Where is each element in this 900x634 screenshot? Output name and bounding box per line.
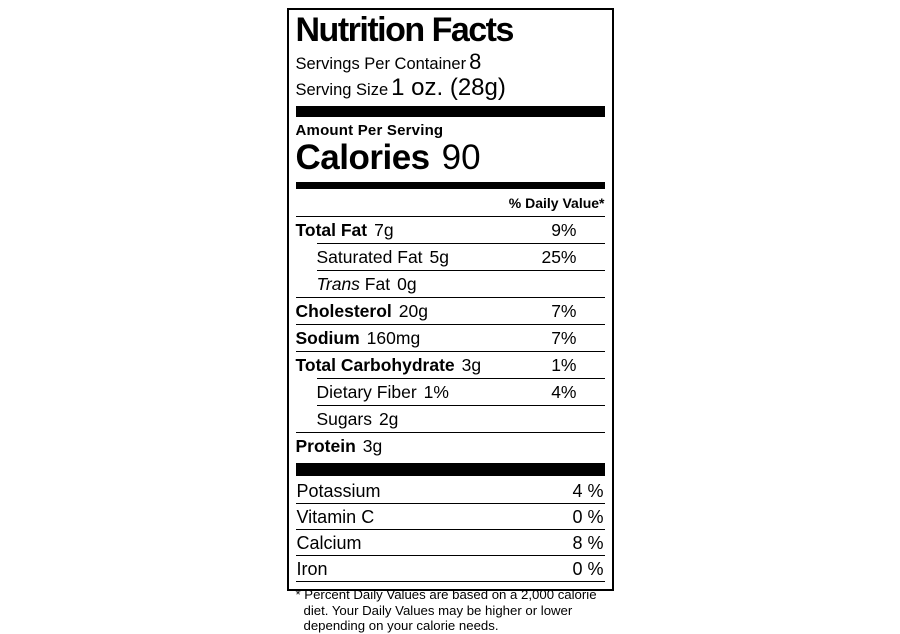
calories-label: Calories bbox=[295, 137, 431, 177]
vitamin-name: Vitamin C bbox=[296, 507, 375, 528]
nutrient-row: Trans Fat 0g bbox=[296, 271, 605, 297]
servings-value: 8 bbox=[469, 48, 482, 74]
vitamin-row: Potassium 4 % bbox=[295, 478, 605, 505]
vitamin-daily-value: 4 % bbox=[572, 481, 604, 502]
amount-per-serving-heading: Amount Per Serving bbox=[295, 121, 444, 139]
vitamin-name: Calcium bbox=[296, 533, 362, 554]
nutrient-row: Sugars 2g bbox=[296, 406, 605, 432]
row-separator bbox=[295, 351, 605, 353]
vitamin-daily-value: 8 % bbox=[572, 533, 604, 554]
vitamin-daily-value: 0 % bbox=[572, 559, 604, 580]
calories-value: 90 bbox=[441, 137, 481, 177]
row-separator bbox=[295, 324, 605, 326]
nutrient-name: Dietary Fiber bbox=[316, 382, 417, 403]
nutrition-facts-label: Nutrition Facts Servings Per Container 8 … bbox=[286, 8, 614, 633]
nutrient-amount: 7g bbox=[374, 220, 394, 241]
footnote: * Percent Daily Values are based on a 2,… bbox=[295, 587, 597, 634]
nutrient-row: Saturated Fat 5g 25% bbox=[296, 244, 605, 270]
servings-label: Servings Per Container bbox=[295, 54, 467, 73]
nutrient-amount: 1% bbox=[423, 382, 449, 403]
vitamin-row: Vitamin C 0 % bbox=[295, 504, 605, 531]
vitamin-rows: Potassium 4 % Vitamin C 0 % Calcium 8 % Iron 0 … bbox=[295, 478, 605, 583]
nutrient-daily-value: 25% bbox=[541, 247, 577, 268]
vitamin-name: Iron bbox=[296, 559, 328, 580]
nutrient-row: Protein 3g bbox=[296, 433, 605, 459]
serving-size-value: 1 oz. (28g) bbox=[391, 73, 506, 101]
nutrient-row: Sodium 160mg 7% bbox=[296, 325, 605, 351]
row-separator bbox=[316, 243, 605, 245]
calories-line: Calories 90 bbox=[295, 137, 605, 178]
serving-size-line: Serving Size 1 oz. (28g) bbox=[296, 74, 605, 102]
daily-value-header: % Daily Value* bbox=[295, 192, 605, 218]
thick-divider-bar-top bbox=[295, 105, 605, 117]
nutrient-name: Sodium bbox=[295, 328, 360, 349]
nutrient-amount: 0g bbox=[397, 274, 417, 295]
nutrient-amount: 160mg bbox=[366, 328, 421, 349]
nutrient-amount: 3g bbox=[461, 355, 482, 376]
nutrient-amount: 3g bbox=[362, 436, 383, 457]
row-separator bbox=[316, 378, 605, 380]
nutrient-row: Total Fat 7g 9% bbox=[296, 217, 605, 243]
vitamin-name: Potassium bbox=[296, 481, 381, 502]
nutrient-daily-value: 1% bbox=[551, 355, 577, 376]
nutrient-row: Total Carbohydrate 3g 1% bbox=[296, 352, 605, 378]
vitamin-row: Iron 0 % bbox=[295, 556, 605, 583]
nutrient-name: Total Carbohydrate bbox=[295, 355, 455, 376]
label-title: Nutrition Facts bbox=[295, 11, 515, 49]
nutrient-amount: 2g bbox=[378, 409, 399, 430]
nutrient-row: Cholesterol 20g 7% bbox=[296, 298, 605, 324]
servings-per-container-line: Servings Per Container 8 bbox=[296, 49, 605, 74]
nutrient-name: Cholesterol bbox=[295, 301, 392, 322]
nutrient-amount: 5g bbox=[429, 247, 450, 268]
serving-size-label: Serving Size bbox=[295, 80, 389, 99]
row-separator bbox=[316, 405, 605, 407]
nutrient-name: Sugars bbox=[316, 409, 372, 430]
nutrient-daily-value: 9% bbox=[551, 220, 577, 241]
row-separator bbox=[295, 432, 605, 434]
nutrient-rows: Total Fat 7g 9% Saturated Fat 5g 25% Trans Fat… bbox=[295, 217, 605, 459]
medium-divider-bar bbox=[295, 182, 605, 190]
row-separator bbox=[316, 270, 605, 272]
nutrient-name: Protein bbox=[295, 436, 356, 457]
thick-divider-bar-bottom bbox=[295, 463, 605, 477]
row-separator bbox=[295, 297, 605, 299]
nutrient-daily-value: 7% bbox=[551, 301, 577, 322]
vitamin-daily-value: 0 % bbox=[572, 507, 604, 528]
vitamin-row: Calcium 8 % bbox=[295, 530, 605, 557]
nutrient-amount: 20g bbox=[398, 301, 428, 322]
nutrient-name: Trans Fat bbox=[316, 274, 391, 295]
nutrient-daily-value: 7% bbox=[551, 328, 577, 349]
nutrient-name: Total Fat bbox=[295, 220, 368, 241]
nutrient-row: Dietary Fiber 1% 4% bbox=[296, 379, 605, 405]
nutrient-name: Saturated Fat bbox=[316, 247, 423, 268]
nutrient-daily-value: 4% bbox=[551, 382, 577, 403]
